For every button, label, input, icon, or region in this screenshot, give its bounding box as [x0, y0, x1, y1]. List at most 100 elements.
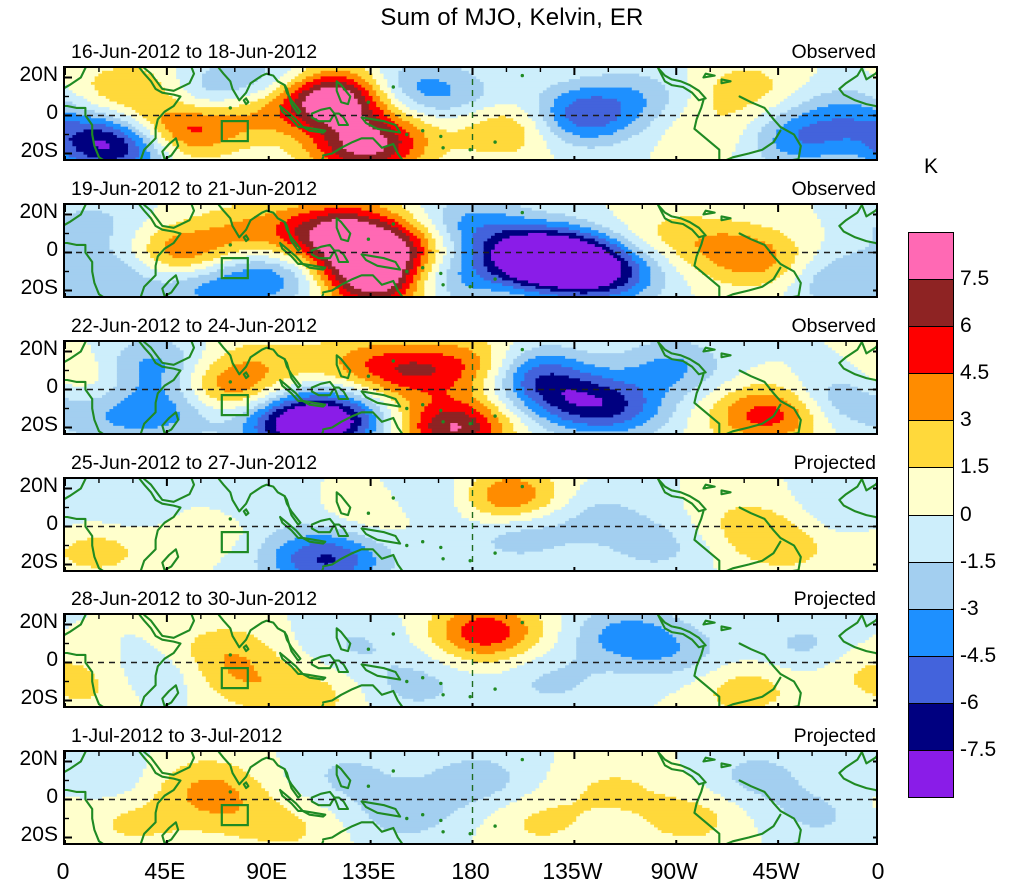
colorbar-segment[interactable]	[908, 326, 954, 375]
x-tick-label: 0	[871, 858, 885, 884]
x-tick-label: 135E	[341, 858, 396, 884]
axis-ticks	[65, 205, 876, 296]
colorbar-tick-label: -6	[960, 690, 979, 714]
y-tick-label: 20S	[20, 685, 58, 709]
colorbar-segment[interactable]	[908, 561, 954, 611]
anomaly-field	[65, 615, 876, 706]
y-tick-label: 20S	[20, 275, 58, 299]
y-tick-label: 0	[46, 784, 58, 808]
map-panel-2: 19-Jun-2012 to 21-Jun-2012 Observed 20N 0 20…	[19, 178, 878, 299]
panel-status-label: Projected	[793, 725, 876, 747]
colorbar-unit-label: K	[923, 155, 938, 178]
colorbar-segment[interactable]	[908, 702, 954, 752]
x-tick-label: 0	[56, 858, 70, 884]
coastlines	[65, 752, 876, 843]
anomaly-field	[65, 68, 876, 159]
panel-date-label: 1-Jul-2012 to 3-Jul-2012	[71, 725, 283, 747]
y-tick-label: 20N	[19, 746, 58, 770]
y-tick-label: 20N	[19, 609, 58, 633]
colorbar-tick-label: 3	[960, 408, 972, 432]
region-box-marker	[220, 119, 249, 143]
colorbar-tick-label: -3	[960, 596, 979, 620]
coastlines	[65, 615, 876, 706]
panel-date-label: 22-Jun-2012 to 24-Jun-2012	[71, 315, 318, 337]
anomaly-field	[65, 479, 876, 570]
panel-date-label: 19-Jun-2012 to 21-Jun-2012	[71, 178, 318, 200]
colorbar-segment[interactable]	[908, 467, 954, 516]
axis-ticks	[65, 615, 876, 706]
coastlines	[65, 479, 876, 570]
colorbar-segment[interactable]	[908, 608, 954, 658]
map-frame	[63, 613, 878, 708]
map-frame	[63, 66, 878, 161]
y-tick-label: 20S	[20, 549, 58, 573]
y-tick-label: 20N	[19, 473, 58, 497]
x-tick-label: 90E	[246, 858, 288, 884]
map-panel-6: 1-Jul-2012 to 3-Jul-2012 Projected 20N 0 20S	[19, 725, 878, 846]
colorbar-tick-label: 0	[960, 502, 972, 526]
map-panel-5: 28-Jun-2012 to 30-Jun-2012 Projected 20N 0 2…	[19, 588, 878, 709]
coastlines	[65, 342, 876, 433]
y-tick-label: 20S	[20, 138, 58, 162]
y-tick-label: 20N	[19, 336, 58, 360]
map-frame	[63, 203, 878, 298]
anomaly-field	[65, 205, 876, 296]
colorbar-segment[interactable]	[908, 749, 954, 799]
colorbar-segment[interactable]	[908, 514, 954, 563]
panel-status-label: Observed	[791, 178, 876, 200]
axis-ticks	[65, 342, 876, 433]
colorbar-segment[interactable]	[908, 279, 954, 328]
region-box-marker	[220, 393, 249, 417]
x-axis: 0 45E 90E 135E 180 135W 90W 45W 0	[57, 858, 885, 888]
coastlines	[65, 68, 876, 159]
panel-date-label: 16-Jun-2012 to 18-Jun-2012	[71, 41, 318, 63]
colorbar-tick-label: -7.5	[960, 737, 997, 761]
y-tick-label: 0	[46, 100, 58, 124]
region-box-marker	[220, 803, 249, 827]
axis-ticks	[65, 752, 876, 843]
panel-status-label: Observed	[791, 315, 876, 337]
panel-status-label: Observed	[791, 41, 876, 63]
map-frame	[63, 750, 878, 845]
y-tick-label: 20S	[20, 412, 58, 436]
panel-date-label: 28-Jun-2012 to 30-Jun-2012	[71, 588, 318, 610]
colorbar-tick-label: 1.5	[960, 455, 990, 479]
region-box-marker	[220, 530, 249, 554]
map-frame	[63, 340, 878, 435]
colorbar-tick-label: -1.5	[960, 549, 997, 573]
x-tick-label: 90W	[650, 858, 698, 884]
x-tick-label: 135W	[542, 858, 603, 884]
map-frame	[63, 477, 878, 572]
x-tick-label: 180	[451, 858, 490, 884]
y-tick-label: 20N	[19, 62, 58, 86]
x-tick-label: 45W	[752, 858, 800, 884]
y-tick-label: 0	[46, 237, 58, 261]
axis-ticks	[65, 68, 876, 159]
page-title: Sum of MJO, Kelvin, ER	[380, 4, 644, 31]
y-tick-label: 0	[46, 511, 58, 535]
coastlines	[65, 205, 876, 296]
map-panel-1: 16-Jun-2012 to 18-Jun-2012 Observed 20N 0 20…	[19, 41, 878, 162]
axis-ticks	[65, 479, 876, 570]
colorbar[interactable]: 7.5 6 4.5 3 1.5 0 -1.5 -3 -4.5 -6 -7.5	[908, 232, 996, 799]
map-panel-4: 25-Jun-2012 to 27-Jun-2012 Projected 20N 0 2…	[19, 452, 878, 573]
panel-status-label: Projected	[793, 588, 876, 610]
map-panel-3: 22-Jun-2012 to 24-Jun-2012 Observed 20N 0 20…	[19, 315, 878, 436]
y-tick-label: 0	[46, 647, 58, 671]
x-tick-label: 45E	[144, 858, 186, 884]
colorbar-tick-label: 6	[960, 314, 972, 338]
colorbar-segment[interactable]	[908, 232, 954, 281]
colorbar-tick-label: -4.5	[960, 643, 997, 667]
anomaly-field	[65, 342, 876, 433]
region-box-marker	[220, 256, 249, 280]
anomaly-field	[65, 752, 876, 843]
y-tick-label: 20N	[19, 199, 58, 223]
y-tick-label: 0	[46, 374, 58, 398]
colorbar-tick-label: 4.5	[960, 361, 990, 385]
panel-date-label: 25-Jun-2012 to 27-Jun-2012	[71, 452, 318, 474]
colorbar-segment[interactable]	[908, 420, 954, 469]
colorbar-segment[interactable]	[908, 373, 954, 422]
y-tick-label: 20S	[20, 822, 58, 846]
colorbar-segment[interactable]	[908, 655, 954, 705]
